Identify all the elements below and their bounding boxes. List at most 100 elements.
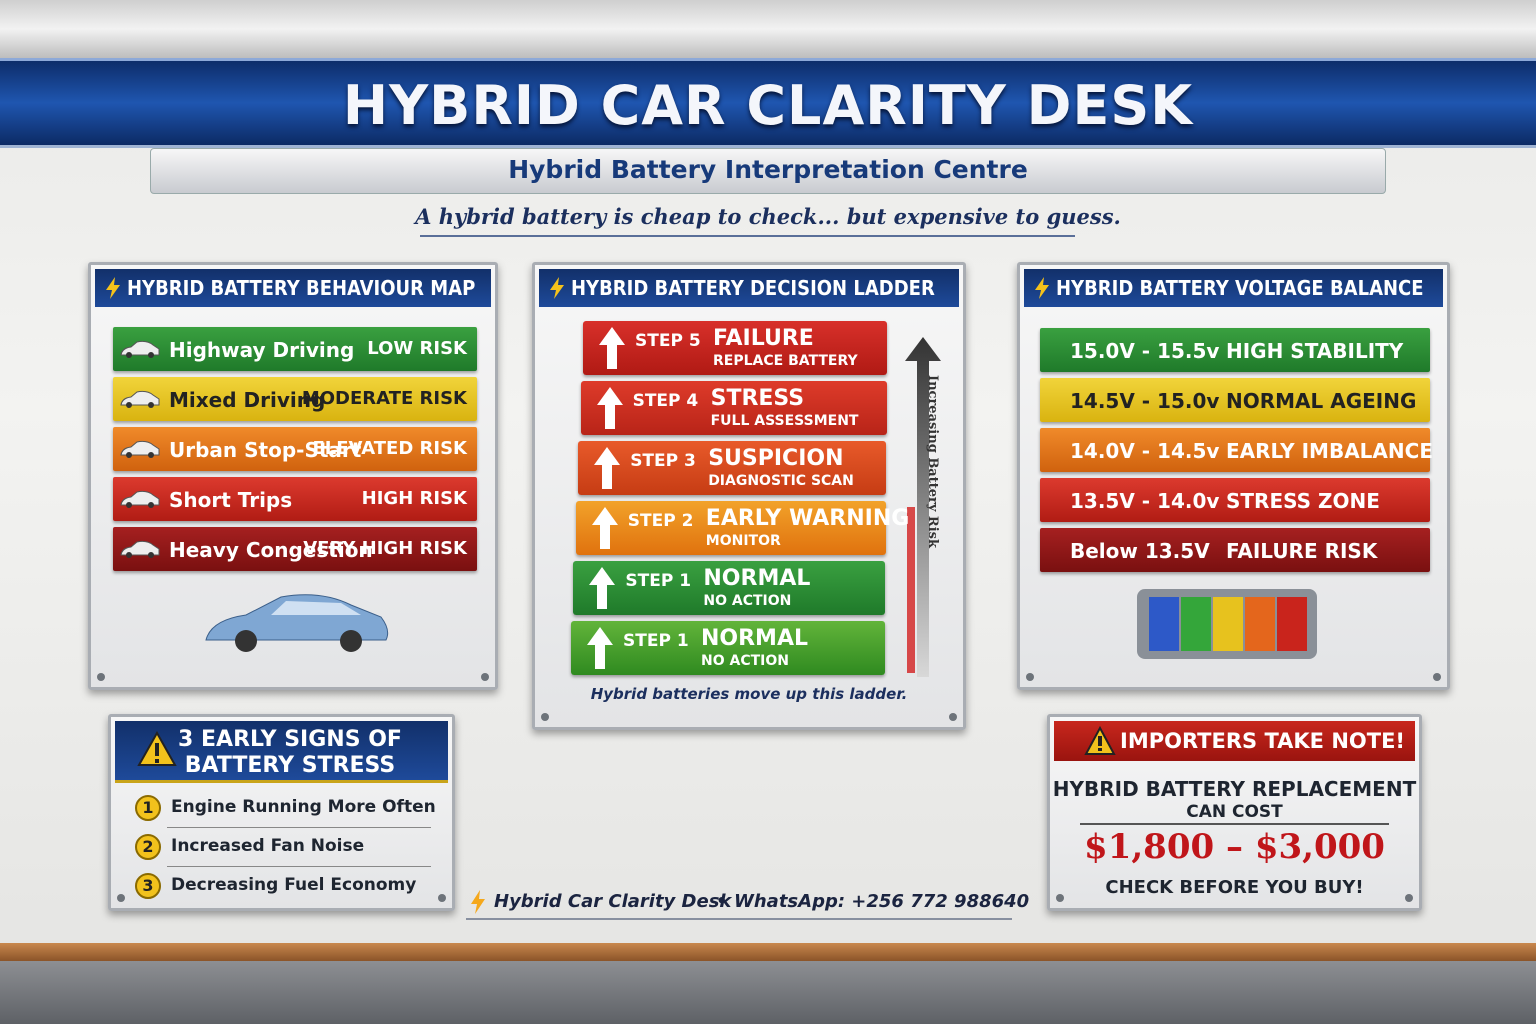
car-icon	[120, 390, 160, 408]
step-number: STEP 2	[627, 511, 694, 531]
rivet	[1433, 673, 1441, 681]
panel-title: IMPORTERS TAKE NOTE!	[1120, 729, 1406, 753]
risk-row: Highway Driving LOW RISK	[113, 327, 477, 371]
rivet	[1405, 894, 1413, 902]
up-arrow	[599, 327, 625, 369]
voltage-balance-panel: HYBRID BATTERY VOLTAGE BALANCE 15.0V - 1…	[1017, 262, 1450, 690]
up-arrow	[594, 447, 621, 489]
step-number: STEP 4	[632, 391, 699, 411]
footer-name: Hybrid Car Clarity Desk	[494, 891, 732, 912]
panel-header: IMPORTERS TAKE NOTE!	[1054, 721, 1415, 761]
bolt-icon	[106, 277, 120, 299]
car-illustration	[205, 594, 389, 652]
bolt-icon	[471, 890, 485, 914]
panel-header: HYBRID BATTERY VOLTAGE BALANCE	[1024, 269, 1443, 307]
step-label: NORMAL	[703, 566, 811, 591]
rivet	[481, 673, 489, 681]
step-action: REPLACE BATTERY	[713, 353, 858, 369]
risk-arrow	[905, 337, 941, 677]
rivet	[97, 673, 105, 681]
risk-level: VERY HIGH RISK	[303, 538, 467, 559]
step-label: SUSPICION	[708, 446, 844, 471]
step-action: NO ACTION	[703, 593, 792, 609]
rivet	[1026, 673, 1034, 681]
risk-row: Heavy Congestion VERY HIGH RISK	[113, 527, 477, 571]
voltage-status: HIGH STABILITY	[1226, 339, 1404, 363]
voltage-range: 15.0V - 15.5v	[1070, 339, 1220, 363]
subtitle-bar	[150, 148, 1386, 194]
item-number: 2	[135, 834, 161, 860]
ladder-step: STEP 3 SUSPICION DIAGNOSTIC SCAN	[578, 441, 887, 495]
ladder-step: STEP 4 STRESS FULL ASSESSMENT	[580, 381, 887, 435]
voltage-row: 14.5V - 15.0v NORMAL AGEING	[1040, 378, 1430, 422]
price-range: $1,800 – $3,000	[1084, 827, 1385, 867]
rivet	[1056, 894, 1064, 902]
warning-icon	[1084, 726, 1116, 755]
driving-type: Mixed Driving	[169, 388, 326, 412]
ladder-step: STEP 5 FAILURE REPLACE BATTERY	[583, 321, 887, 375]
voltage-row: 15.0V - 15.5v HIGH STABILITY	[1040, 328, 1430, 372]
driving-type: Urban Stop-Start	[169, 438, 362, 462]
ladder-step: STEP 1 NORMAL NO ACTION	[573, 561, 886, 615]
item-rule	[167, 827, 431, 828]
voltage-range: 14.5V - 15.0v	[1070, 389, 1220, 413]
importers-panel: IMPORTERS TAKE NOTE! HYBRID BATTERY REPL…	[1047, 714, 1422, 911]
footer-rule	[466, 918, 1012, 920]
voltage-range: 14.0V - 14.5v	[1070, 439, 1220, 463]
panel-header: HYBRID BATTERY BEHAVIOUR MAP	[95, 269, 491, 307]
item-text: Engine Running More Often	[171, 797, 436, 817]
step-action: NO ACTION	[701, 653, 789, 669]
car-icon	[120, 340, 160, 358]
top-trim	[0, 0, 1536, 58]
panel-title: HYBRID BATTERY DECISION LADDER	[571, 276, 935, 300]
panel-title: HYBRID BATTERY BEHAVIOUR MAP	[127, 276, 476, 300]
risk-level: ELEVATED RISK	[312, 438, 467, 459]
step-action: FULL ASSESSMENT	[710, 413, 859, 429]
car-icon	[120, 540, 160, 558]
note-line: HYBRID BATTERY REPLACEMENT	[1052, 777, 1417, 801]
driving-type: Short Trips	[169, 488, 293, 512]
car-icon	[120, 490, 160, 508]
rivet	[117, 894, 125, 902]
decision-ladder-panel: HYBRID BATTERY DECISION LADDER Increasin…	[532, 262, 966, 730]
driving-type: Heavy Congestion	[169, 538, 373, 562]
panel-title: HYBRID BATTERY VOLTAGE BALANCE	[1056, 276, 1424, 300]
risk-level: HIGH RISK	[361, 488, 467, 509]
panel-title: 3 EARLY SIGNS OF BATTERY STRESS	[178, 727, 402, 778]
floor-trim	[0, 943, 1536, 961]
footer-contact: WhatsApp: +256 772 988640	[734, 891, 1030, 912]
step-label: FAILURE	[713, 326, 814, 351]
up-arrow	[596, 387, 623, 429]
tagline-rule	[420, 235, 1075, 237]
ladder-step: STEP 2 EARLY WARNING MONITOR	[575, 501, 909, 555]
bolt-icon	[1035, 277, 1049, 299]
risk-row: Short Trips HIGH RISK	[113, 477, 477, 521]
panel-header: HYBRID BATTERY DECISION LADDER	[539, 269, 959, 307]
voltage-status: STRESS ZONE	[1226, 489, 1380, 513]
voltage-row: 14.0V - 14.5v EARLY IMBALANCE	[1040, 428, 1433, 472]
floor	[0, 961, 1536, 1024]
step-number: STEP 3	[630, 451, 696, 471]
step-number: STEP 5	[635, 331, 701, 351]
step-action: DIAGNOSTIC SCAN	[708, 473, 854, 489]
up-arrow	[589, 567, 616, 609]
footer-separator: •	[716, 891, 728, 912]
battery-icon	[1137, 589, 1317, 659]
subtitle: Hybrid Battery Interpretation Centre	[508, 155, 1028, 184]
item-rule	[167, 866, 431, 867]
step-label: STRESS	[710, 386, 805, 411]
car-icon	[120, 440, 160, 458]
risk-level: MODERATE RISK	[301, 388, 467, 409]
risk-axis-label: Increasing Battery Risk	[925, 375, 940, 549]
note-rule	[1080, 823, 1389, 825]
early-signs-panel: 3 EARLY SIGNS OF BATTERY STRESS 1 Engine …	[108, 714, 455, 911]
risk-row: Urban Stop-Start ELEVATED RISK	[113, 427, 477, 471]
driving-type: Highway Driving	[169, 338, 355, 362]
up-arrow	[587, 627, 613, 669]
voltage-status: FAILURE RISK	[1226, 539, 1378, 563]
item-number: 1	[135, 795, 161, 821]
voltage-status: EARLY IMBALANCE	[1226, 439, 1433, 463]
risk-row: Mixed Driving MODERATE RISK	[113, 377, 477, 421]
panel-header: 3 EARLY SIGNS OF BATTERY STRESS	[115, 721, 448, 783]
